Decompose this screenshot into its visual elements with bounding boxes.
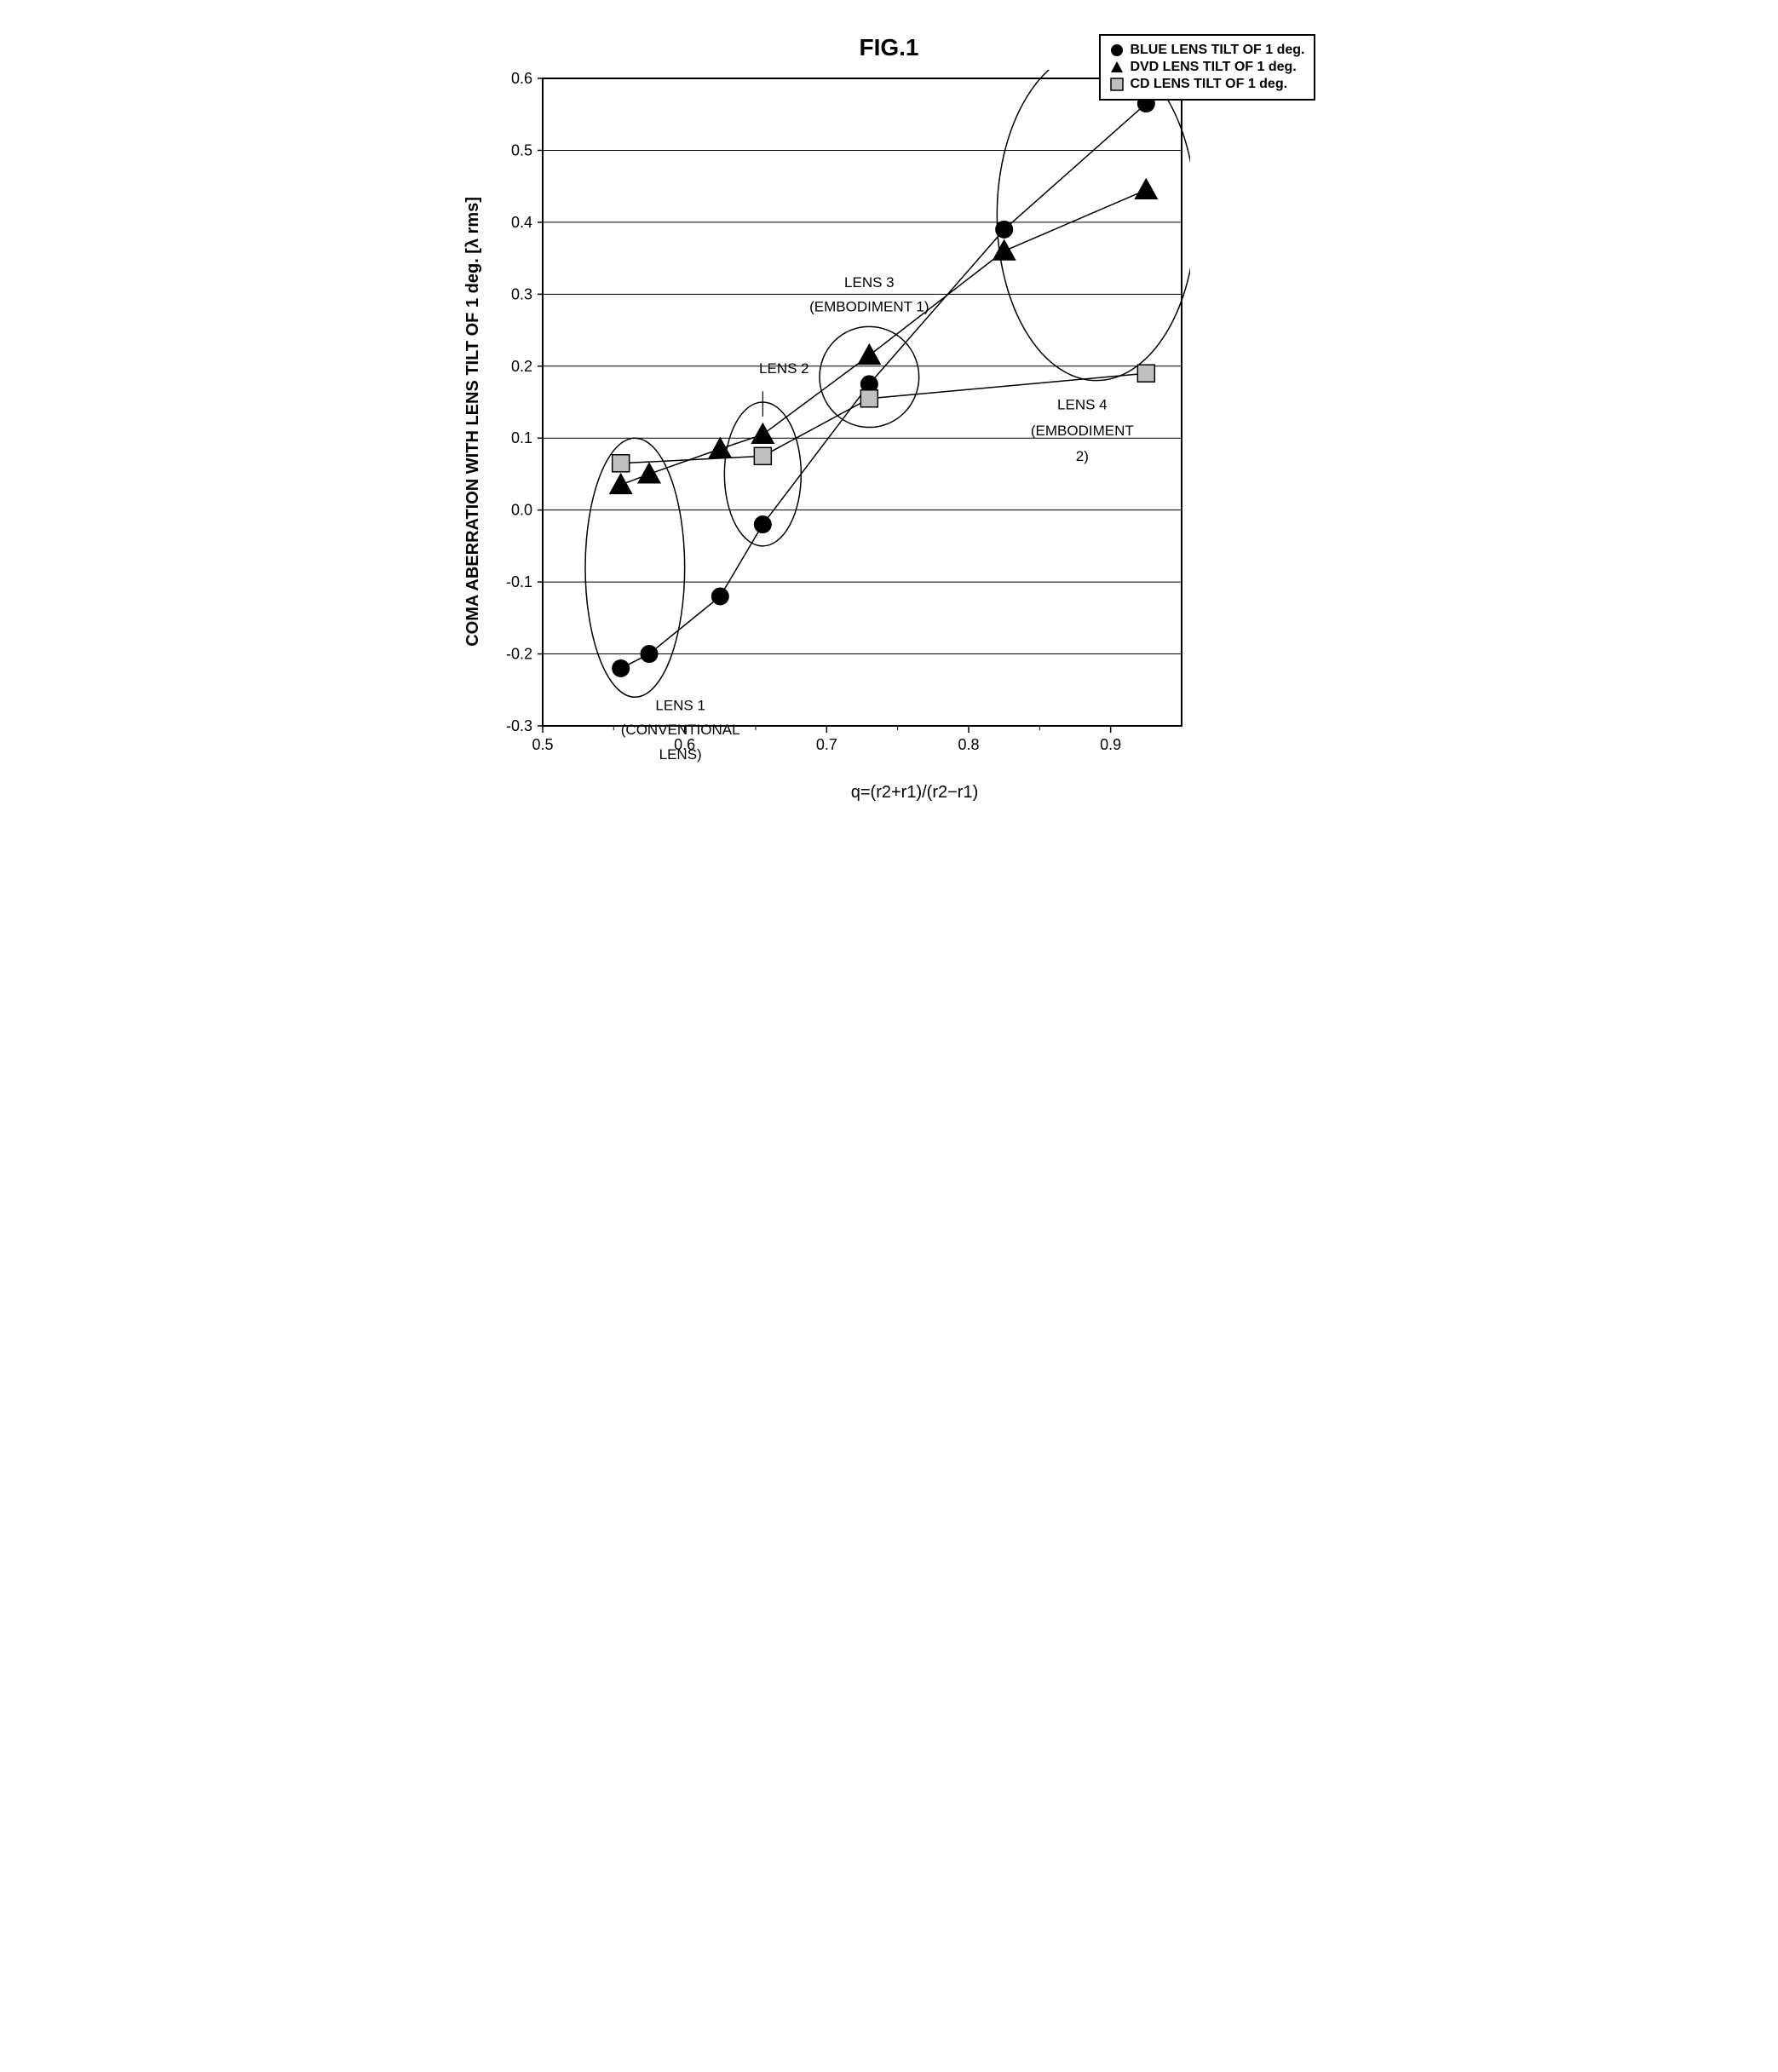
svg-text:0.9: 0.9 bbox=[1100, 736, 1121, 753]
legend-label: CD LENS TILT OF 1 deg. bbox=[1130, 77, 1287, 92]
svg-text:LENS): LENS) bbox=[659, 746, 701, 763]
legend-row-dvd: DVD LENS TILT OF 1 deg. bbox=[1109, 60, 1304, 75]
svg-text:0.6: 0.6 bbox=[510, 70, 532, 87]
svg-text:-0.3: -0.3 bbox=[505, 717, 532, 734]
legend-label: DVD LENS TILT OF 1 deg. bbox=[1130, 60, 1296, 75]
circle-marker-icon bbox=[1109, 43, 1125, 58]
chart-area: -0.3-0.2-0.10.00.10.20.30.40.50.60.50.60… bbox=[492, 70, 1190, 773]
svg-text:0.5: 0.5 bbox=[532, 736, 553, 753]
svg-text:0.2: 0.2 bbox=[510, 358, 532, 375]
svg-text:-0.2: -0.2 bbox=[505, 646, 532, 663]
svg-text:LENS 2: LENS 2 bbox=[759, 360, 809, 377]
figure-container: FIG.1 BLUE LENS TILT OF 1 deg. DVD LENS … bbox=[463, 34, 1315, 803]
svg-text:LENS 3: LENS 3 bbox=[844, 274, 895, 291]
y-axis-label: COMA ABERRATION WITH LENS TILT OF 1 deg.… bbox=[463, 197, 483, 647]
svg-text:0.8: 0.8 bbox=[958, 736, 979, 753]
legend-row-cd: CD LENS TILT OF 1 deg. bbox=[1109, 77, 1304, 92]
svg-text:2): 2) bbox=[1075, 448, 1088, 464]
svg-text:(EMBODIMENT: (EMBODIMENT bbox=[1030, 423, 1133, 439]
svg-text:LENS 4: LENS 4 bbox=[1057, 396, 1108, 412]
svg-text:LENS 1: LENS 1 bbox=[655, 697, 705, 713]
svg-text:0.5: 0.5 bbox=[510, 141, 532, 158]
svg-text:0.1: 0.1 bbox=[510, 429, 532, 446]
svg-text:0.4: 0.4 bbox=[510, 214, 532, 231]
square-marker-icon bbox=[1109, 77, 1125, 92]
svg-text:0.7: 0.7 bbox=[815, 736, 837, 753]
svg-text:(EMBODIMENT 1): (EMBODIMENT 1) bbox=[809, 299, 929, 315]
chart-wrapper: COMA ABERRATION WITH LENS TILT OF 1 deg.… bbox=[463, 70, 1315, 773]
triangle-marker-icon bbox=[1109, 60, 1125, 75]
svg-text:0.3: 0.3 bbox=[510, 285, 532, 302]
x-axis-label: q=(r2+r1)/(r2−r1) bbox=[515, 783, 1315, 803]
legend-box: BLUE LENS TILT OF 1 deg. DVD LENS TILT O… bbox=[1099, 34, 1315, 101]
svg-text:-0.1: -0.1 bbox=[505, 573, 532, 590]
legend-label: BLUE LENS TILT OF 1 deg. bbox=[1130, 43, 1304, 58]
legend-row-blue: BLUE LENS TILT OF 1 deg. bbox=[1109, 43, 1304, 58]
svg-text:(CONVENTIONAL: (CONVENTIONAL bbox=[620, 722, 739, 738]
chart-svg: -0.3-0.2-0.10.00.10.20.30.40.50.60.50.60… bbox=[492, 70, 1190, 768]
svg-text:0.0: 0.0 bbox=[510, 502, 532, 519]
